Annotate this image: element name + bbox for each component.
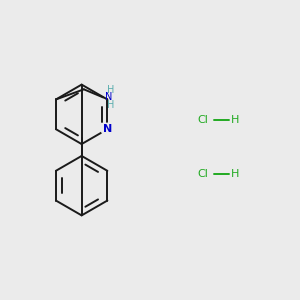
Text: H: H <box>231 169 239 179</box>
Text: H: H <box>231 115 239 125</box>
Text: Cl: Cl <box>198 169 208 179</box>
Text: H: H <box>107 85 114 95</box>
Text: Cl: Cl <box>198 115 208 125</box>
Text: H: H <box>107 100 114 110</box>
Text: N: N <box>105 92 112 102</box>
Text: N: N <box>103 124 112 134</box>
